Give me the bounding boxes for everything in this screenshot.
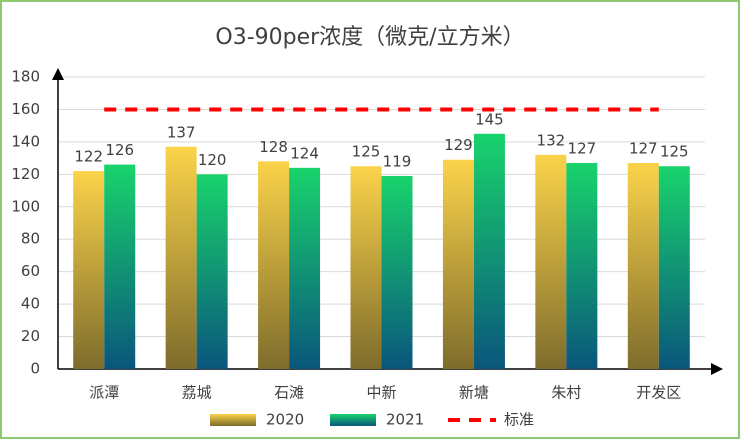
x-tick-label: 朱村 — [551, 384, 581, 402]
y-tick-label: 40 — [21, 295, 40, 313]
y-tick-label: 100 — [11, 197, 40, 215]
data-label: 120 — [198, 151, 227, 169]
legend-swatch — [210, 414, 256, 426]
data-label: 126 — [105, 141, 134, 159]
data-label: 124 — [290, 144, 319, 162]
bar — [73, 171, 105, 369]
data-label: 145 — [475, 110, 504, 128]
bar — [381, 175, 413, 369]
legend-swatch — [330, 414, 376, 426]
data-label: 125 — [352, 143, 381, 161]
bar — [104, 164, 136, 369]
bar — [442, 159, 474, 369]
chart-title: O3-90per浓度（微克/立方米） — [215, 25, 524, 50]
x-tick-label: 派潭 — [89, 384, 119, 402]
bar — [658, 166, 690, 369]
bar — [350, 166, 382, 369]
y-tick-label: 80 — [21, 230, 40, 248]
x-tick-label: 荔城 — [182, 384, 212, 402]
x-tick-label: 石滩 — [274, 384, 304, 402]
x-tick-label: 开发区 — [636, 384, 681, 402]
data-label: 132 — [537, 131, 566, 149]
bar — [196, 174, 228, 369]
x-tick-label: 新塘 — [459, 384, 489, 402]
y-tick-label: 140 — [11, 132, 40, 150]
bar — [165, 146, 197, 369]
legend-label: 2020 — [266, 411, 304, 429]
legend-label: 标准 — [504, 411, 534, 429]
data-label: 127 — [629, 139, 658, 157]
bar — [473, 133, 505, 369]
data-label: 127 — [568, 139, 597, 157]
data-label: 129 — [444, 136, 473, 154]
data-label: 128 — [259, 138, 288, 156]
data-label: 122 — [74, 148, 103, 166]
y-tick-label: 120 — [11, 165, 40, 183]
y-tick-label: 160 — [11, 100, 40, 118]
y-tick-label: 20 — [21, 327, 40, 345]
bar — [566, 162, 598, 369]
bar — [258, 161, 290, 369]
y-tick-label: 180 — [11, 68, 40, 86]
legend-label: 2021 — [386, 411, 424, 429]
data-label: 119 — [383, 152, 412, 170]
bar — [289, 167, 321, 369]
data-label: 125 — [660, 143, 689, 161]
data-label: 137 — [167, 123, 196, 141]
x-tick-label: 中新 — [366, 384, 396, 402]
y-tick-label: 0 — [30, 360, 40, 378]
y-tick-label: 60 — [21, 262, 40, 280]
bar — [627, 162, 659, 369]
bar — [535, 154, 567, 369]
